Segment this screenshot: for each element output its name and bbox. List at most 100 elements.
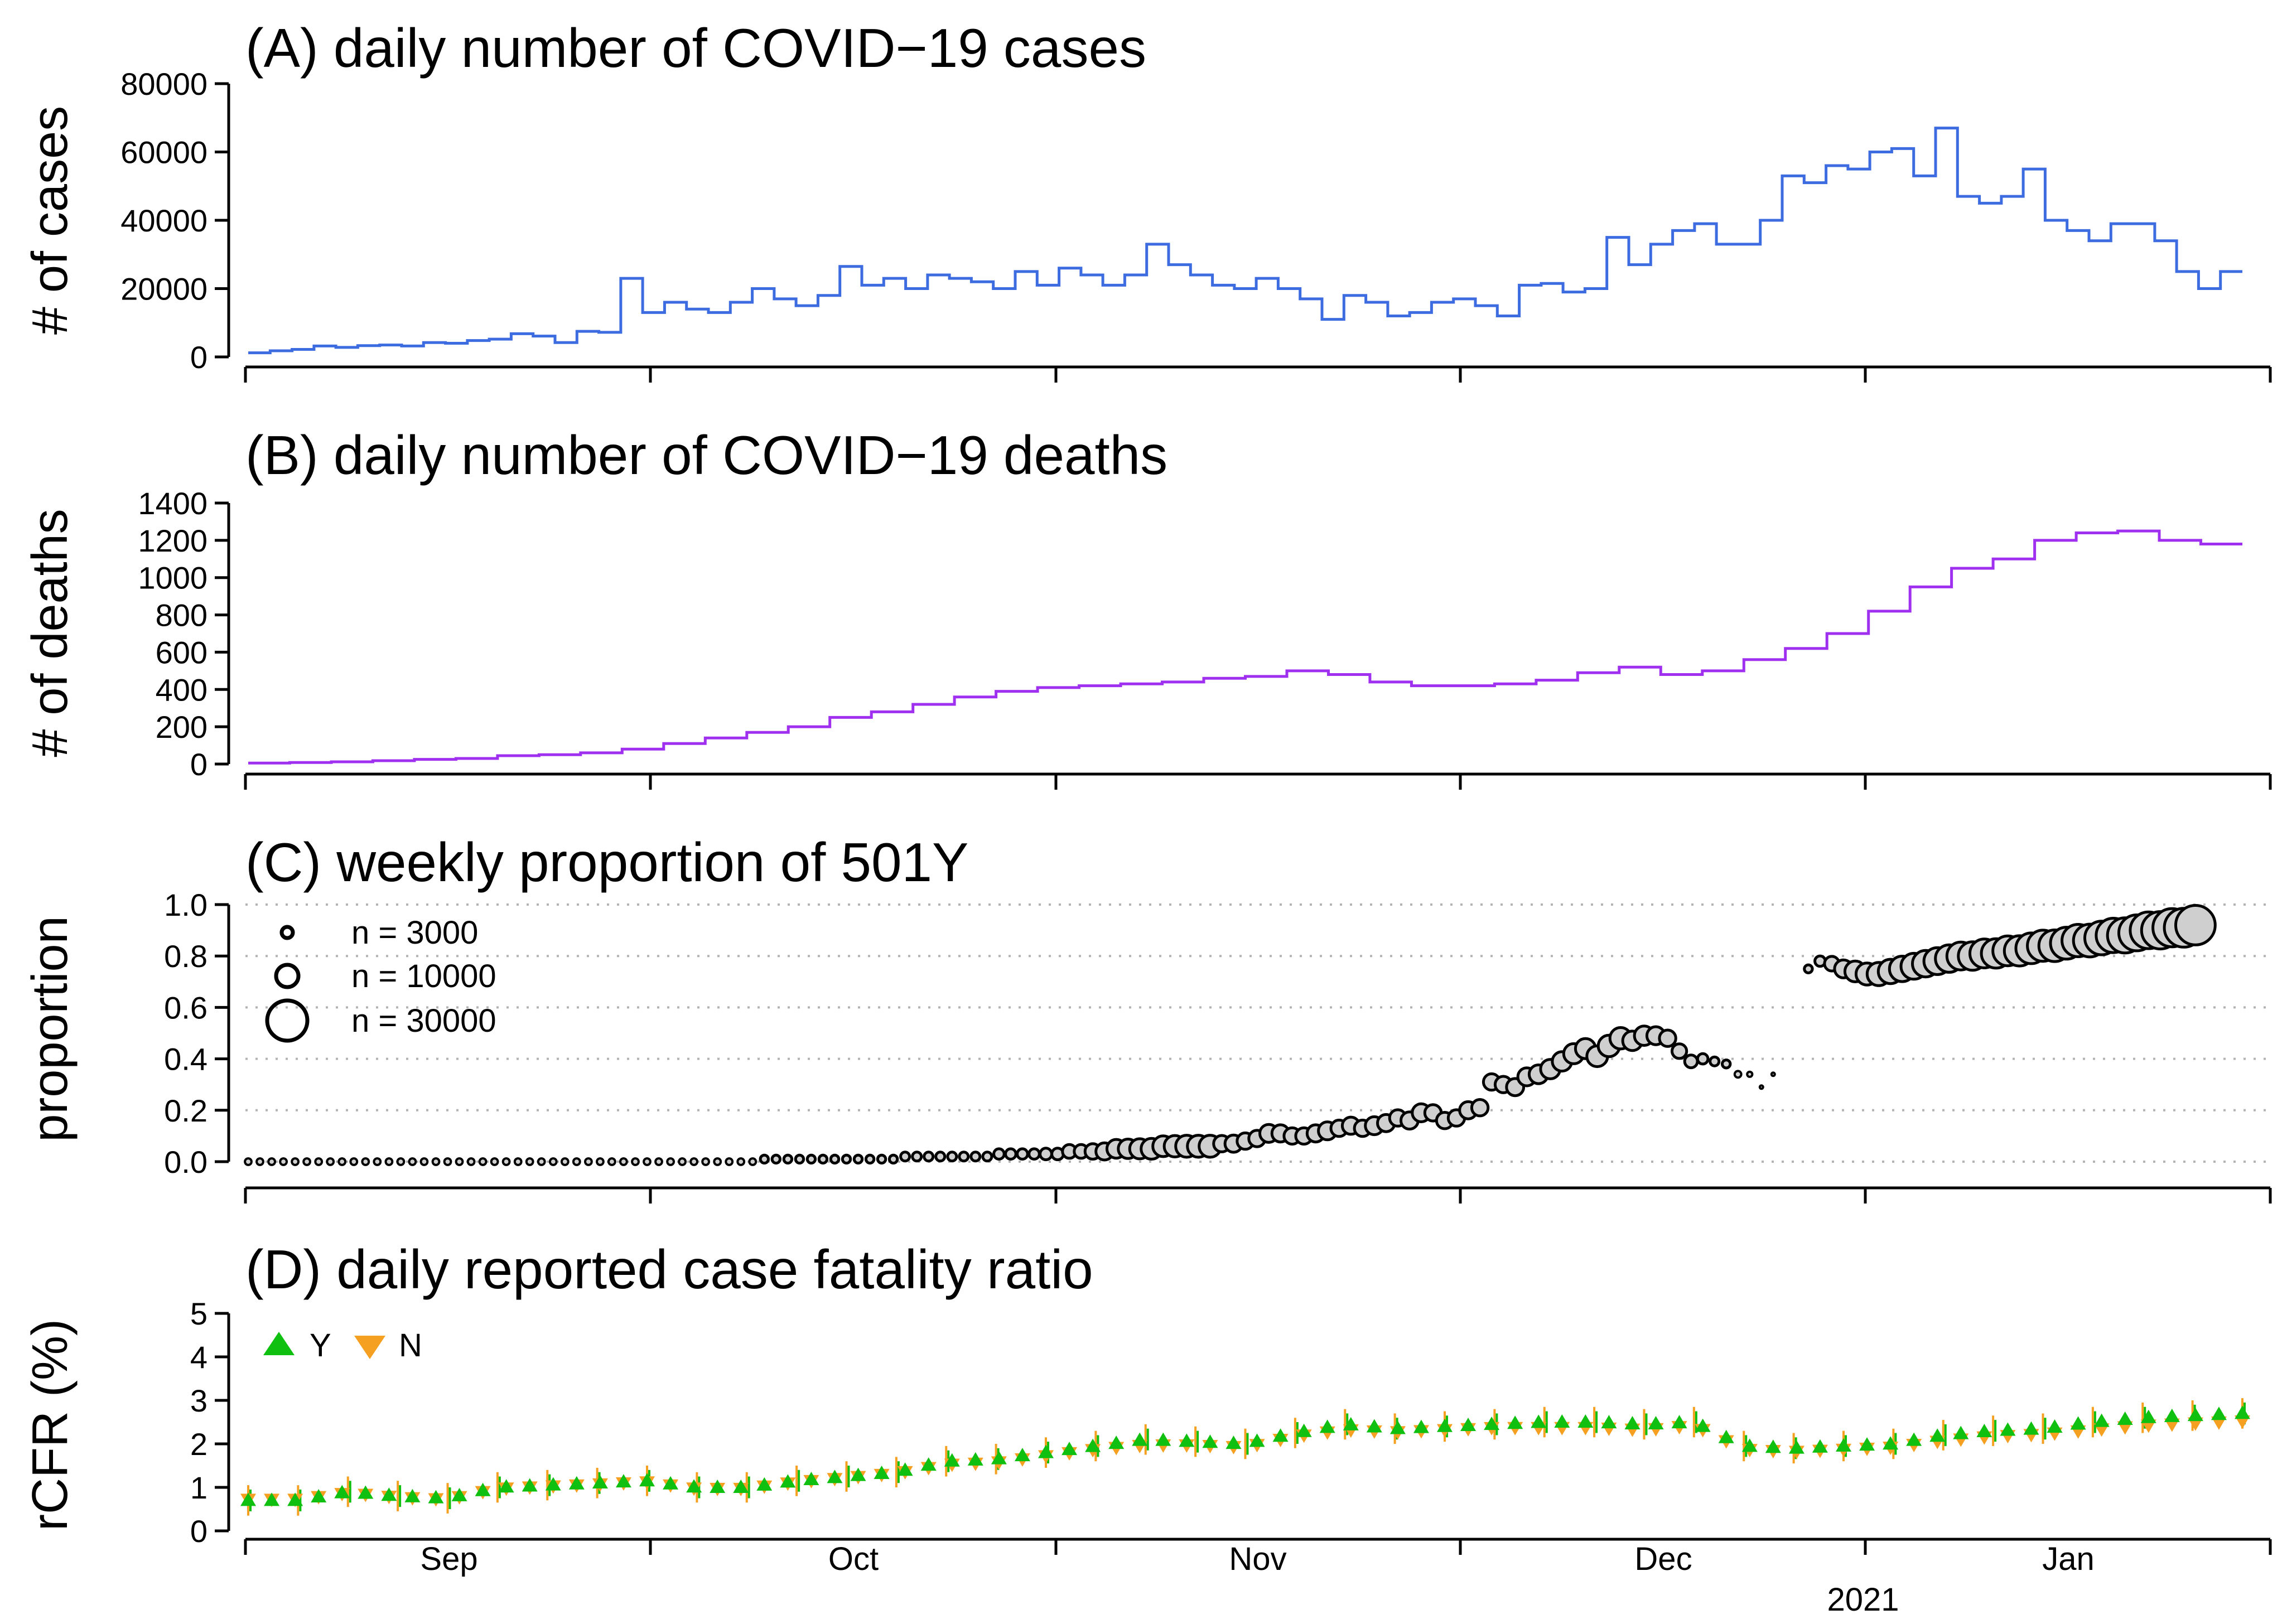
rcfr-y-point xyxy=(1953,1425,1969,1439)
y-tick-label: 200 xyxy=(156,709,208,745)
panel-c-legend: n = 3000 n = 10000 n = 30000 xyxy=(265,915,496,1043)
y-tick-label: 0 xyxy=(190,747,208,782)
proportion-point xyxy=(1696,1052,1710,1066)
rcfr-y-point xyxy=(1062,1442,1078,1456)
rcfr-y-point xyxy=(1108,1436,1125,1449)
proportion-point xyxy=(770,1153,782,1165)
proportion-point xyxy=(666,1157,675,1166)
rcfr-y-point xyxy=(1671,1415,1687,1429)
rcfr-y-point xyxy=(545,1477,561,1491)
rcfr-y-point xyxy=(1648,1415,1664,1429)
proportion-point xyxy=(607,1157,616,1166)
proportion-point xyxy=(794,1153,805,1165)
rcfr-y-point xyxy=(733,1480,749,1493)
rcfr-y-point xyxy=(1788,1440,1804,1454)
proportion-point xyxy=(1721,1058,1732,1070)
proportion-point xyxy=(1671,1042,1688,1060)
panel-d-yticks: 0 1 2 3 4 5 xyxy=(190,1296,230,1549)
rcfr-y-point xyxy=(1812,1439,1828,1453)
proportion-point xyxy=(829,1153,841,1165)
rcfr-y-point xyxy=(1929,1428,1946,1442)
proportion-point xyxy=(279,1157,288,1166)
proportion-point xyxy=(560,1157,570,1166)
proportion-point xyxy=(373,1157,382,1166)
proportion-point xyxy=(1004,1147,1017,1161)
rcfr-y-point xyxy=(1437,1418,1453,1432)
proportion-point xyxy=(748,1157,757,1166)
rcfr-y-point xyxy=(1038,1444,1054,1458)
rcfr-y-point xyxy=(2070,1416,2086,1430)
rcfr-y-point xyxy=(663,1476,679,1490)
rcfr-y-point xyxy=(1531,1414,1547,1428)
proportion-point xyxy=(876,1153,887,1165)
rcfr-y-point xyxy=(240,1492,256,1506)
month-label: Nov xyxy=(1229,1541,1286,1577)
legend-circle-n10000 xyxy=(274,963,301,989)
proportion-point xyxy=(431,1157,441,1166)
year-label: 2021 xyxy=(1827,1582,1899,1618)
rcfr-y-point xyxy=(1179,1433,1195,1447)
rcfr-y-point xyxy=(1624,1415,1641,1429)
proportion-point xyxy=(255,1157,264,1166)
rcfr-y-point xyxy=(311,1488,327,1502)
y-tick-label: 40000 xyxy=(120,203,208,238)
proportion-point xyxy=(934,1151,947,1163)
legend-label-y: Y xyxy=(310,1327,331,1364)
rcfr-y-point xyxy=(1132,1432,1148,1446)
proportion-point xyxy=(1470,1098,1490,1118)
rcfr-y-point xyxy=(1883,1436,1899,1450)
rcfr-y-point xyxy=(1413,1419,1429,1433)
y-tick-label: 400 xyxy=(156,672,208,707)
y-tick-label: 0.0 xyxy=(164,1144,208,1180)
rcfr-y-point xyxy=(2047,1419,2063,1433)
proportion-point xyxy=(501,1157,511,1166)
rcfr-y-point xyxy=(920,1457,937,1471)
panel-d-legend: Y N xyxy=(263,1327,422,1364)
rcfr-y-point xyxy=(2164,1408,2180,1422)
panel-b-xaxis xyxy=(244,772,2272,790)
y-tick-label: 5 xyxy=(190,1296,208,1331)
proportion-point xyxy=(887,1153,899,1165)
rcfr-y-point xyxy=(1389,1420,1406,1434)
rcfr-y-point xyxy=(1249,1433,1265,1447)
panel-a-ylabel: # of cases xyxy=(22,106,78,335)
rcfr-y-point xyxy=(639,1473,655,1487)
rcfr-y-point xyxy=(1366,1419,1382,1433)
legend-marker-y xyxy=(263,1332,295,1355)
rcfr-y-point xyxy=(1718,1429,1734,1443)
proportion-point xyxy=(689,1157,698,1166)
proportion-point xyxy=(244,1157,253,1166)
rcfr-y-point xyxy=(803,1472,819,1486)
panel-c-xaxis xyxy=(244,1186,2272,1204)
panel-b-deaths: (B) daily number of COVID−19 deaths # of… xyxy=(22,424,2272,790)
y-tick-label: 60000 xyxy=(120,135,208,170)
rcfr-y-point xyxy=(710,1480,726,1493)
proportion-point xyxy=(267,1157,277,1166)
y-tick-label: 4 xyxy=(190,1340,208,1375)
legend-label-n10000: n = 10000 xyxy=(351,958,496,994)
month-label: Sep xyxy=(420,1541,477,1577)
rcfr-y-point xyxy=(2000,1422,2016,1436)
deaths-step-line xyxy=(248,529,2242,765)
y-tick-label: 1400 xyxy=(138,486,208,521)
proportion-point xyxy=(1733,1070,1743,1079)
legend-marker-n xyxy=(354,1336,385,1359)
panel-c-yticks: 0.0 0.2 0.4 0.6 0.8 1.0 xyxy=(164,887,230,1180)
proportion-point xyxy=(643,1157,652,1166)
legend-label-n3000: n = 3000 xyxy=(351,915,478,951)
proportion-point xyxy=(1683,1053,1699,1070)
rcfr-y-point xyxy=(2235,1405,2250,1419)
y-tick-label: 0.6 xyxy=(164,990,208,1025)
rcfr-y-point xyxy=(475,1482,491,1496)
proportion-point xyxy=(1039,1147,1053,1162)
panel-a-series xyxy=(248,127,2242,355)
rcfr-y-point xyxy=(2093,1413,2110,1427)
proportion-point xyxy=(349,1157,359,1166)
rcfr-y-point xyxy=(2140,1409,2156,1423)
proportion-point xyxy=(1016,1147,1029,1161)
proportion-point xyxy=(455,1157,464,1166)
rcfr-y-point xyxy=(2117,1411,2133,1425)
proportion-point xyxy=(899,1151,911,1163)
panel-a-yticks: 0 20000 40000 60000 80000 xyxy=(120,66,230,375)
